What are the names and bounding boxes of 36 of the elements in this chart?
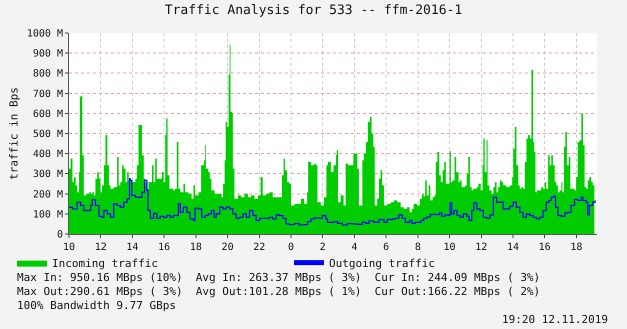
legend-label: Outgoing traffic — [328, 256, 435, 270]
text: Max In: 950.16 MBps (10%) Avg In: 263.37 MBps ( 3%) Cur In: 244.09 MBps ( 3%) — [17, 271, 540, 284]
text: Max Out:290.61 MBps ( 3%) Avg Out:101.28 MBps ( 1%) Cur Out:166.22 MBps ( 2%) — [17, 285, 540, 298]
x-tick-label: 12 — [94, 242, 107, 253]
x-tick-label: 8 — [414, 242, 421, 253]
y-tick-label: 200 M — [32, 189, 63, 200]
x-tick-label: 10 — [444, 242, 456, 253]
x-tick-label: 22 — [253, 242, 266, 253]
y-tick-label: 0 — [56, 230, 63, 240]
y-tick-label: 1000 M — [26, 28, 63, 40]
x-tick-label: 14 — [126, 242, 138, 253]
x-tick-label: 0 — [288, 242, 294, 253]
y-tick-label: 800 M — [32, 68, 63, 80]
text: 19:20 12.11.2019 — [502, 313, 608, 326]
chart-title: Traffic Analysis for 533 -- ffm-2016-1 — [164, 3, 462, 18]
y-tick-label: 900 M — [32, 48, 63, 60]
x-tick-label: 12 — [475, 242, 488, 253]
x-tick-label: 18 — [570, 242, 582, 253]
x-tick-label: 6 — [383, 242, 390, 253]
y-tick-label: 300 M — [32, 169, 63, 180]
y-tick-label: 100 M — [32, 209, 63, 220]
x-tick-label: 20 — [222, 242, 234, 253]
x-tick-label: 2 — [320, 242, 326, 253]
y-tick-label: 600 M — [32, 108, 63, 120]
x-tick-label: 10 — [62, 242, 76, 253]
y-tick-label: 400 M — [32, 149, 63, 160]
y-tick-label: 500 M — [32, 129, 63, 140]
legend-label: Incoming traffic — [52, 256, 158, 270]
text: 100% Bandwidth 9.77 GBps — [17, 299, 176, 312]
y-axis-title: traffic in Bps — [8, 87, 21, 180]
y-tick-label: 700 M — [32, 88, 63, 100]
x-tick-label: 14 — [506, 242, 519, 253]
x-tick-label: 16 — [538, 242, 551, 253]
x-tick-label: 16 — [158, 242, 170, 253]
x-tick-label: 4 — [351, 242, 358, 253]
x-tick-label: 18 — [190, 242, 202, 253]
